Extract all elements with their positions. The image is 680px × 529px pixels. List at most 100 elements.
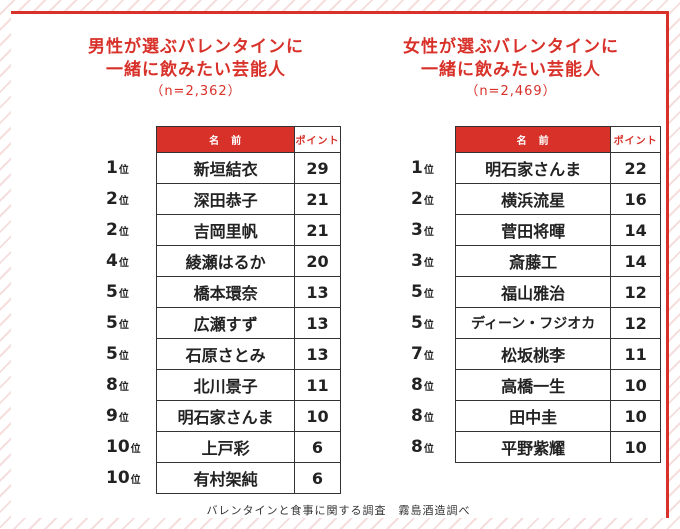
rank-suffix: 位 [423, 165, 434, 176]
female-ranking-table: 名 前 ポイント 1位 明石家さんま 22 2位 横浜流星 16 3位 菅田将暉 14 3位 斎藤工… [411, 126, 661, 463]
points-value: 29 [293, 152, 342, 184]
points-value: 6 [293, 431, 342, 463]
rank-number: 4 [106, 251, 118, 271]
table-row: 2位 横浜流星 16 [411, 183, 661, 215]
points-value: 13 [293, 276, 342, 308]
name-header: 名 前 [455, 126, 612, 153]
rank-cell: 5位 [411, 277, 456, 308]
celebrity-name: 松坂桃李 [455, 338, 612, 370]
male-ranking: 男性が選ぶバレンタインに 一緒に飲みたい芸能人 （n=2,362） 名 前 ポイ… [51, 36, 342, 494]
rank-cell: 8位 [106, 370, 157, 401]
celebrity-name: 平野紫耀 [455, 431, 612, 463]
table-row: 8位 田中圭 10 [411, 400, 661, 432]
points-value: 21 [293, 214, 342, 246]
rank-number: 5 [411, 313, 423, 333]
rank-suffix: 位 [130, 475, 141, 486]
rank-cell: 5位 [411, 308, 456, 339]
rank-number: 3 [411, 251, 423, 271]
points-value: 10 [293, 400, 342, 432]
rank-number: 5 [106, 282, 118, 302]
points-value: 22 [610, 152, 661, 184]
male-title-line2: 一緒に飲みたい芸能人 [106, 60, 286, 80]
celebrity-name: 有村架純 [156, 462, 295, 494]
rank-cell: 2位 [106, 184, 157, 215]
male-ranking-table: 名 前 ポイント 1位 新垣結衣 29 2位 深田恭子 21 2位 吉岡里帆 21 4位 綾瀬はるか… [106, 126, 342, 494]
rank-number: 8 [411, 406, 423, 426]
rank-number: 2 [106, 220, 118, 240]
table-row: 1位 新垣結衣 29 [106, 152, 342, 184]
rank-suffix: 位 [118, 413, 129, 424]
table-header-row: 名 前 ポイント [106, 126, 342, 153]
table-row: 5位 福山雅治 12 [411, 276, 661, 308]
rank-number: 5 [106, 344, 118, 364]
table-row: 5位 石原さとみ 13 [106, 338, 342, 370]
rank-suffix: 位 [118, 258, 129, 269]
celebrity-name: 石原さとみ [156, 338, 295, 370]
rank-suffix: 位 [423, 413, 434, 424]
rank-suffix: 位 [130, 444, 141, 455]
points-value: 14 [610, 214, 661, 246]
rank-suffix: 位 [118, 382, 129, 393]
rank-number: 8 [411, 375, 423, 395]
rank-suffix: 位 [118, 165, 129, 176]
rank-cell: 7位 [411, 339, 456, 370]
points-value: 13 [293, 338, 342, 370]
footer-source: バレンタインと食事に関する調査 霧島酒造調べ [206, 504, 471, 517]
rank-number: 5 [411, 282, 423, 302]
rank-cell: 1位 [106, 153, 157, 184]
table-row: 8位 北川景子 11 [106, 369, 342, 401]
points-value: 12 [610, 276, 661, 308]
rank-number: 8 [106, 375, 118, 395]
table-row: 5位 橋本環奈 13 [106, 276, 342, 308]
rank-number: 10 [106, 468, 130, 488]
female-title-line1: 女性が選ぶバレンタインに [403, 37, 619, 57]
rank-cell: 10位 [106, 463, 157, 494]
table-row: 2位 深田恭子 21 [106, 183, 342, 215]
celebrity-name: 綾瀬はるか [156, 245, 295, 277]
celebrity-name: 広瀬すず [156, 307, 295, 339]
name-header: 名 前 [156, 126, 295, 153]
celebrity-name: 菅田将暉 [455, 214, 612, 246]
rank-number: 9 [106, 406, 118, 426]
points-header: ポイント [293, 126, 342, 153]
rank-suffix: 位 [423, 382, 434, 393]
table-header-row: 名 前 ポイント [411, 126, 661, 153]
points-value: 12 [610, 307, 661, 339]
rank-cell: 3位 [411, 215, 456, 246]
celebrity-name: 福山雅治 [455, 276, 612, 308]
rank-suffix: 位 [118, 320, 129, 331]
rank-cell: 8位 [411, 370, 456, 401]
table-row: 9位 明石家さんま 10 [106, 400, 342, 432]
table-row: 7位 松坂桃李 11 [411, 338, 661, 370]
points-value: 10 [610, 431, 661, 463]
rank-suffix: 位 [423, 196, 434, 207]
rank-number: 2 [411, 189, 423, 209]
female-title-line2: 一緒に飲みたい芸能人 [421, 60, 601, 80]
table-row: 8位 高橋一生 10 [411, 369, 661, 401]
points-value: 10 [610, 369, 661, 401]
rank-suffix: 位 [423, 351, 434, 362]
table-row: 10位 上戸彩 6 [106, 431, 342, 463]
rank-cell: 2位 [106, 215, 157, 246]
male-sample-count: （n=2,362） [150, 84, 242, 99]
table-row: 5位 広瀬すず 13 [106, 307, 342, 339]
ranking-card: 男性が選ぶバレンタインに 一緒に飲みたい芸能人 （n=2,362） 名 前 ポイ… [11, 11, 669, 518]
table-row: 3位 菅田将暉 14 [411, 214, 661, 246]
rank-suffix: 位 [423, 227, 434, 238]
table-row: 10位 有村架純 6 [106, 462, 342, 494]
points-value: 20 [293, 245, 342, 277]
points-value: 14 [610, 245, 661, 277]
rank-number: 3 [411, 220, 423, 240]
rank-header-blank [106, 127, 157, 153]
table-row: 3位 斎藤工 14 [411, 245, 661, 277]
female-sample-count: （n=2,469） [465, 84, 557, 99]
rank-cell: 8位 [411, 401, 456, 432]
rank-number: 2 [106, 189, 118, 209]
celebrity-name: 斎藤工 [455, 245, 612, 277]
table-row: 2位 吉岡里帆 21 [106, 214, 342, 246]
celebrity-name: 橋本環奈 [156, 276, 295, 308]
points-value: 10 [610, 400, 661, 432]
celebrity-name: 明石家さんま [156, 400, 295, 432]
rank-cell: 4位 [106, 246, 157, 277]
rank-cell: 8位 [411, 432, 456, 463]
